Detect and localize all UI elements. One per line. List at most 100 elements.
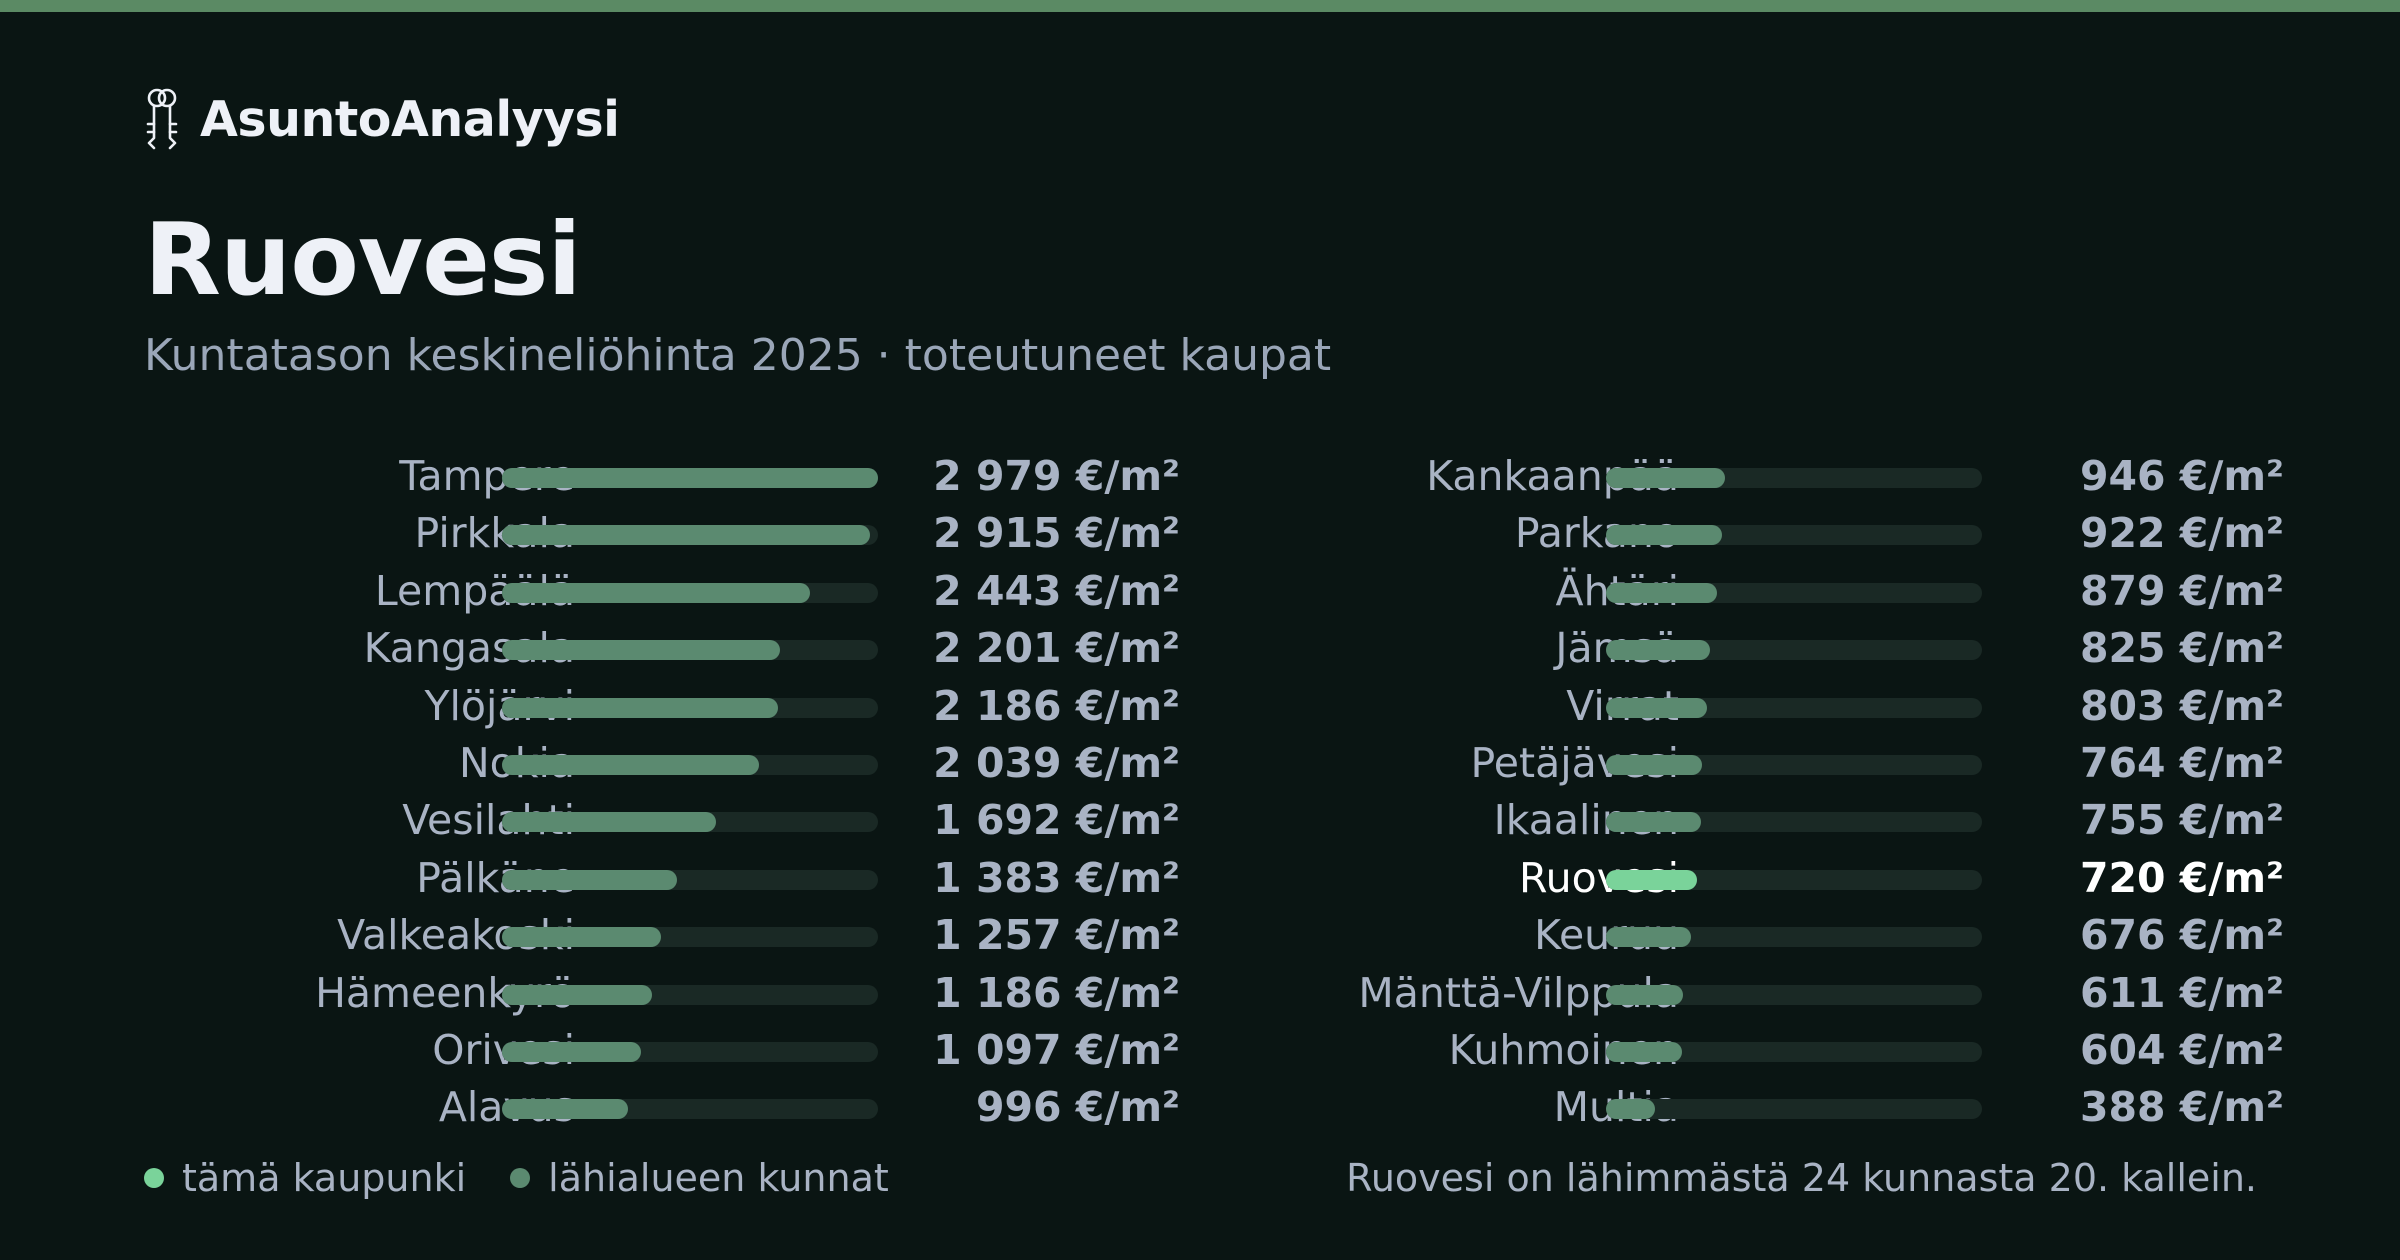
legend-dot-nearby — [510, 1168, 531, 1188]
bar — [1606, 1041, 1683, 1062]
bar-track — [1606, 468, 1982, 488]
bar-track — [1606, 525, 1982, 546]
bar-value-label: 1 097 €/m² — [933, 1025, 1180, 1074]
bar-value-label: 996 €/m² — [975, 1083, 1180, 1132]
bar — [502, 640, 780, 661]
bar-track — [502, 869, 878, 890]
bar-track — [502, 984, 878, 1005]
bar — [502, 927, 661, 948]
bar-row: Mänttä-Vilppula 611 €/m² — [1204, 965, 2284, 1022]
bar-row: Petäjävesi 764 €/m² — [1204, 735, 2284, 792]
bar-value-label: 825 €/m² — [2079, 624, 2284, 673]
chart-column-left: Tampere 2 979 €/m² Pirkkala 2 915 €/m² Lempä… — [100, 448, 1180, 1137]
bar-row: Hämeenkyrö 1 186 €/m² — [100, 965, 1180, 1022]
bar-track — [1606, 640, 1982, 661]
bar-track — [1606, 812, 1982, 833]
bar-value-label: 1 383 €/m² — [933, 853, 1180, 902]
bar — [1606, 812, 1702, 833]
bar-track — [502, 754, 878, 775]
bar-track — [1606, 869, 1982, 890]
bar — [1606, 582, 1717, 603]
legend-dot-this-city — [144, 1168, 164, 1188]
bar-value-label: 388 €/m² — [2079, 1083, 2284, 1132]
bar-track — [1606, 582, 1982, 603]
bar-row: Lempäälä 2 443 €/m² — [100, 563, 1180, 620]
bar-row: Pirkkala 2 915 €/m² — [100, 505, 1180, 562]
top-accent-bar — [0, 0, 2400, 12]
bar-track — [502, 1041, 878, 1062]
keys-icon — [146, 88, 178, 150]
bar — [502, 1099, 628, 1120]
bar-track — [1606, 927, 1982, 948]
bar-row: Kankaanpää 946 €/m² — [1204, 448, 2284, 505]
bar-row: Tampere 2 979 €/m² — [100, 448, 1180, 505]
bar-row: Pälkäne 1 383 €/m² — [100, 850, 1180, 907]
bar-value-label: 1 186 €/m² — [933, 968, 1180, 1017]
bar — [1606, 754, 1703, 775]
bar — [502, 812, 716, 833]
bar-row: Keuruu676 €/m² — [1204, 907, 2284, 964]
bar-track — [1606, 1099, 1982, 1120]
bar-row: Jämsä825 €/m² — [1204, 620, 2284, 677]
bar-row: Ylöjärvi 2 186 €/m² — [100, 678, 1180, 735]
bar-value-label: 676 €/m² — [2079, 911, 2284, 960]
bar-value-label: 803 €/m² — [2079, 681, 2284, 730]
bar-value-label: 764 €/m² — [2079, 738, 2284, 787]
bar-value-label: 2 915 €/m² — [933, 509, 1180, 558]
bar-value-label: 879 €/m² — [2079, 566, 2284, 615]
bar-row: Ikaalinen 755 €/m² — [1204, 792, 2284, 849]
bar — [1606, 984, 1684, 1005]
bar-row: Orivesi1 097 €/m² — [100, 1022, 1180, 1079]
bar — [502, 984, 652, 1005]
bar-value-label: 2 039 €/m² — [933, 738, 1180, 787]
bar — [502, 1041, 641, 1062]
bar-value-label: 2 979 €/m² — [933, 452, 1180, 500]
bar-track — [502, 1099, 878, 1120]
bar-track — [1606, 754, 1982, 775]
bar — [502, 468, 878, 488]
bar — [502, 869, 677, 890]
bar-row: Vesilahti 1 692 €/m² — [100, 792, 1180, 849]
brand-name: AsuntoAnalyysi — [200, 91, 620, 148]
legend-item-this-city: tämä kaupunki — [144, 1156, 466, 1200]
page-subtitle: Kuntatason keskineliöhinta 2025 · toteut… — [144, 330, 1332, 381]
bar-value-label: 1 692 €/m² — [933, 796, 1180, 845]
bar-track — [502, 468, 878, 488]
bar-track — [502, 697, 878, 718]
bar-value-label: 1 257 €/m² — [933, 911, 1180, 960]
bar-track — [1606, 697, 1982, 718]
bar — [1606, 697, 1708, 718]
bar — [1606, 869, 1697, 890]
bar-row: Parkano 922 €/m² — [1204, 505, 2284, 562]
bar-track — [502, 525, 878, 546]
ranking-footnote: Ruovesi on lähimmästä 24 kunnasta 20. ka… — [1346, 1156, 2257, 1200]
bar-row: Kangasala 2 201 €/m² — [100, 620, 1180, 677]
bar — [1606, 927, 1692, 948]
bar-row: Multia388 €/m² — [1204, 1079, 2284, 1136]
bar — [1606, 468, 1726, 488]
page-title: Ruovesi — [144, 201, 582, 318]
bar-row: Ruovesi 720 €/m² — [1204, 850, 2284, 907]
bar-track — [502, 640, 878, 661]
bar-value-label: 720 €/m² — [2079, 853, 2284, 902]
bar-row: Alavus996 €/m² — [100, 1079, 1180, 1136]
bar — [502, 697, 778, 718]
bar — [502, 754, 760, 775]
bar — [502, 582, 811, 603]
bar-value-label: 922 €/m² — [2079, 509, 2284, 558]
bar-value-label: 2 443 €/m² — [933, 566, 1180, 615]
bar-row: Kuhmoinen 604 €/m² — [1204, 1022, 2284, 1079]
bar-track — [502, 582, 878, 603]
bar — [1606, 1099, 1655, 1120]
bar-value-label: 946 €/m² — [2079, 452, 2284, 500]
bar-row: Ähtäri879 €/m² — [1204, 563, 2284, 620]
bar-value-label: 611 €/m² — [2079, 968, 2284, 1017]
bar-value-label: 755 €/m² — [2079, 796, 2284, 845]
bar-value-label: 604 €/m² — [2079, 1025, 2284, 1074]
brand: AsuntoAnalyysi — [140, 88, 620, 152]
bar-track — [1606, 984, 1982, 1005]
bar-row: Nokia2 039 €/m² — [100, 735, 1180, 792]
bar-track — [502, 812, 878, 833]
bar — [502, 525, 870, 546]
